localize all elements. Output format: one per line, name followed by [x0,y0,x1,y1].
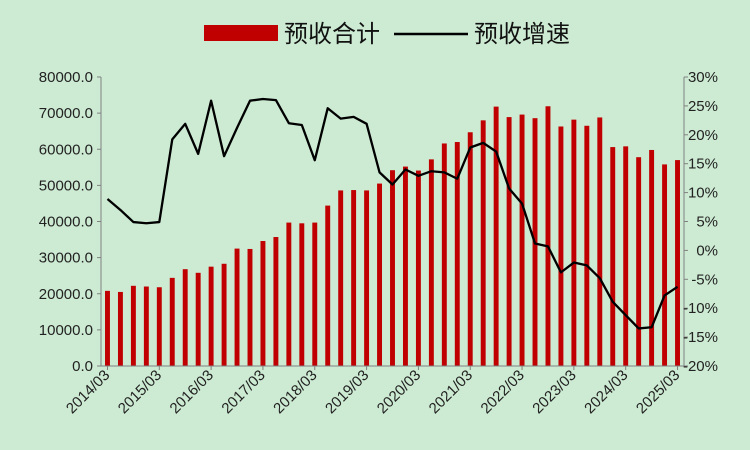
right-tick-label: -20% [683,358,718,375]
bar-2021/09 [493,106,499,367]
growth-line [106,97,679,330]
left-tick-label: 20000.0 [39,286,93,303]
bar-2015/03 [156,287,162,366]
bar-2022/09 [545,106,551,366]
bar-2017/12 [299,223,305,366]
bar-2014/06 [117,291,123,366]
bar-2024/06 [636,157,642,366]
bar-2014/09 [130,285,136,366]
right-tick-label: 0% [696,242,718,259]
bar-2021/03 [467,132,473,366]
right-axis: -20% -15% -10% -5% 0% 5% 10% 15% 20% 25% 30% [683,69,718,375]
right-tick-label: 30% [688,69,718,86]
bar-2018/03 [312,222,318,366]
bar-2019/09 [390,170,395,366]
left-tick-label: 80000.0 [39,69,93,86]
left-tick-label: 0.0 [72,358,93,375]
bar-2016/03 [208,266,214,366]
bar-2021/12 [506,117,512,366]
line-series [106,97,679,330]
left-axis: 0.0 10000.0 20000.0 30000.0 40000.0 50000.0 60… [39,69,101,375]
bar-2017/06 [273,237,279,366]
right-tick-label: 25% [688,98,718,115]
bar-2024/09 [649,149,655,366]
left-tick-label: 40000.0 [39,214,93,231]
bar-2019/12 [402,166,408,366]
bar-2017/03 [260,241,266,366]
bar-2018/12 [351,190,357,366]
bar-2016/06 [221,263,227,366]
bar-2023/12 [610,147,616,366]
bar-2020/09 [441,143,447,366]
bar-2015/09 [182,269,188,366]
left-tick-label: 10000.0 [39,322,93,339]
bar-2014/12 [143,286,149,366]
right-tick-label: -5% [691,271,718,288]
left-tick-label: 30000.0 [39,250,93,267]
bar-2019/03 [364,190,370,366]
bar-2020/03 [415,170,421,366]
bar-2014/03 [105,290,110,366]
bar-2016/12 [247,248,253,366]
bar-2016/09 [234,248,240,366]
bar-2023/03 [571,119,577,366]
bar-2020/06 [428,159,434,366]
bar-2020/12 [454,142,460,366]
bar-2022/12 [558,126,564,367]
bar-2015/06 [169,277,175,366]
bar-2017/09 [286,222,292,366]
right-tick-label: -15% [683,329,718,346]
bar-2018/06 [325,205,331,366]
bar-2023/09 [597,117,603,367]
bar-2019/06 [377,183,382,366]
bar-2015/12 [195,272,201,366]
right-tick-label: 15% [688,156,718,173]
bar-2022/03 [519,114,525,366]
bar-2024/12 [662,164,668,366]
left-tick-label: 70000.0 [39,105,93,122]
bar-2023/06 [584,125,590,367]
bar-2021/06 [480,120,486,366]
left-tick-label: 50000.0 [39,177,93,194]
legend-line-label: 预收增速 [474,20,570,48]
left-tick-label: 60000.0 [39,141,93,158]
legend: 预收合计 预收增速 [204,20,570,48]
right-tick-label: 5% [696,214,718,231]
legend-bar-label: 预收合计 [284,20,380,48]
bar-2024/03 [623,146,629,366]
right-tick-label: 20% [688,127,718,144]
legend-bar-swatch [204,25,278,41]
right-tick-label: -10% [683,300,718,317]
right-tick-label: 10% [688,185,718,202]
bar-2025/03 [675,160,680,366]
bar-2018/09 [338,190,344,366]
